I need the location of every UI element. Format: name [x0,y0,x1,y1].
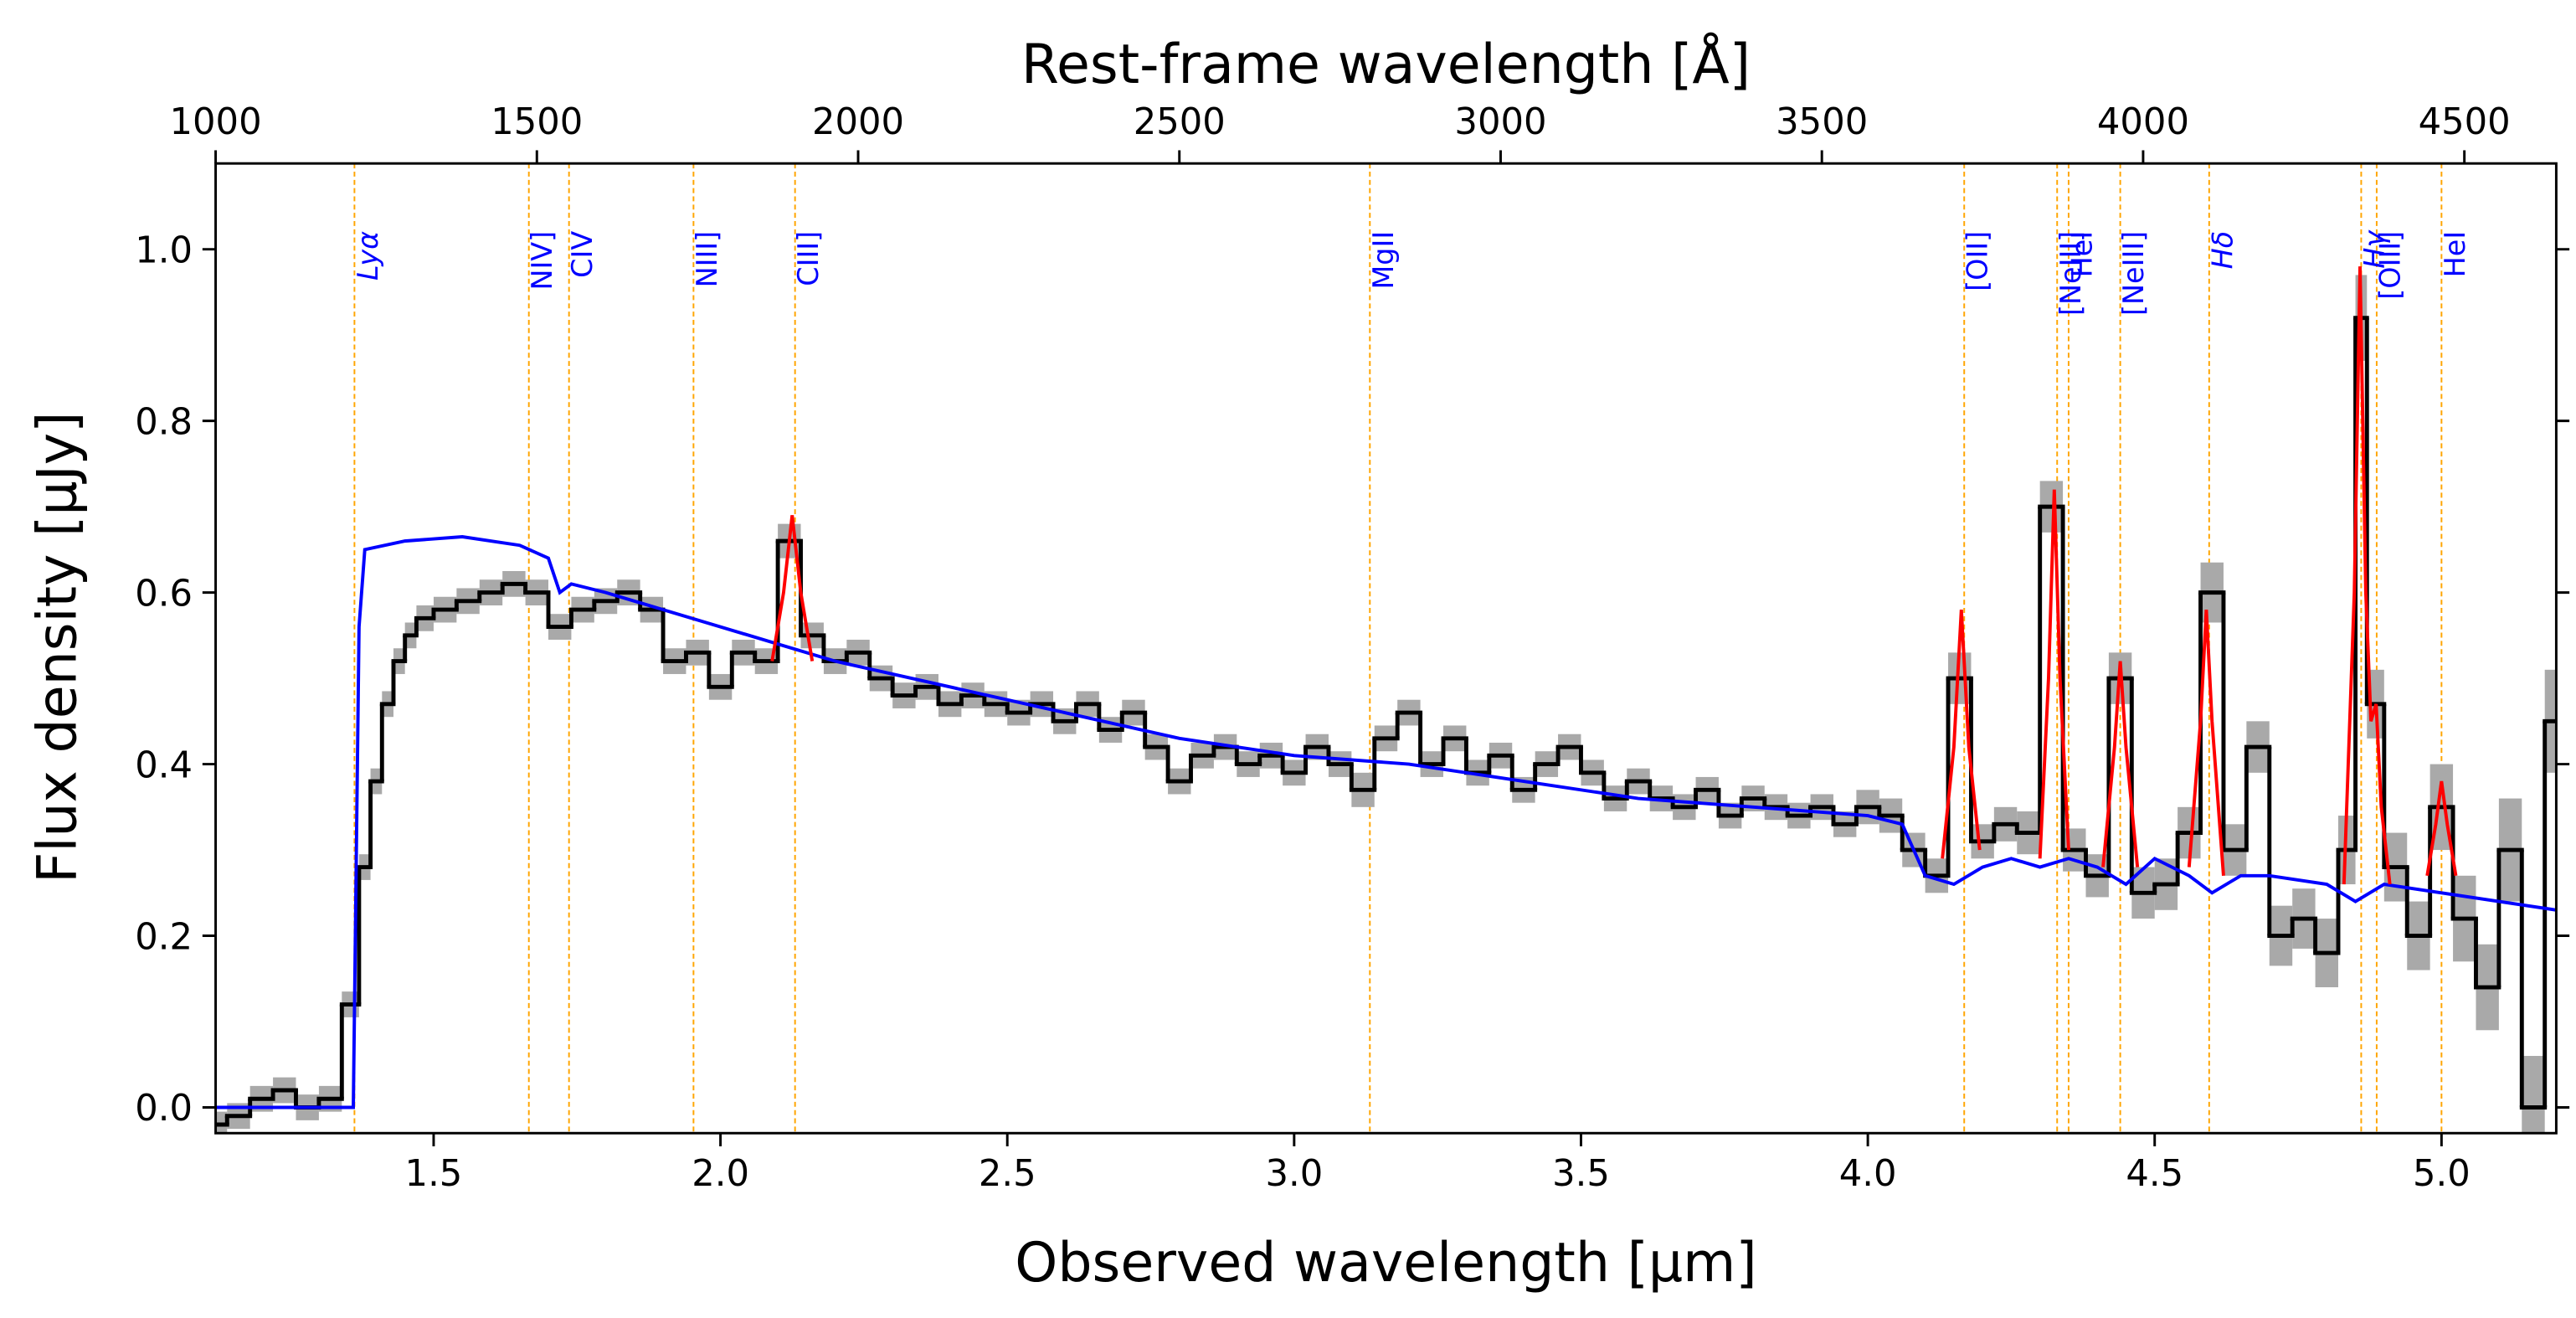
error-band [215,1111,228,1134]
x-tick-label: 2.0 [692,1153,749,1195]
emission-line-label: CIV [566,231,599,278]
x-tick-label: 4.0 [1839,1153,1897,1195]
y-tick-label: 0.6 [135,573,193,615]
line-fit [770,266,2458,885]
top-axis-title: Rest-frame wavelength [Å] [1021,33,1751,96]
emission-line-label: HeI [2065,231,2098,278]
error-band [2522,1056,2545,1134]
plot-area [215,163,2557,1134]
emission-line-label: CIII] [792,231,825,286]
x-tick-label: 5.0 [2413,1153,2471,1195]
emission-line-label: NIII] [691,231,723,288]
emission-line-label: Hδ [2206,231,2239,270]
emission-line-label: [OIII] [2373,231,2406,300]
emission-line-label: NIV] [526,231,558,291]
y-tick-label: 1.0 [135,229,193,271]
top-tick-label: 4000 [2097,101,2189,143]
top-tick-label: 1000 [170,101,262,143]
top-tick-label: 2000 [812,101,904,143]
emission-line-label: Lyα [352,231,384,281]
y-axis-title: Flux density [μJy] [26,412,89,883]
emission-line-label: [NeIII] [2054,231,2087,316]
y-tick-label: 0.2 [135,916,193,958]
emission-line-label: [OII] [1962,231,1994,291]
emission-line-label: MgII [1367,231,1400,290]
x-tick-label: 4.5 [2126,1153,2183,1195]
emission-line-label: Hγ [2358,229,2391,269]
x-tick-label: 3.5 [1552,1153,1610,1195]
y-tick-label: 0.4 [135,744,193,786]
emission-line-label: [NeIII] [2117,231,2150,316]
model-line [215,535,2557,1109]
y-tick-label: 0.8 [135,401,193,443]
x-axis-title: Observed wavelength [μm] [1015,1232,1756,1295]
top-tick-label: 3000 [1454,101,1546,143]
y-tick-label: 0.0 [135,1088,193,1130]
plot-frame [214,162,2558,1135]
top-tick-label: 3500 [1776,101,1868,143]
emission-line-label: HeI [2439,231,2471,278]
x-tick-label: 1.5 [405,1153,463,1195]
top-tick-label: 1500 [491,101,583,143]
top-tick-label: 4500 [2419,101,2511,143]
x-tick-label: 2.5 [979,1153,1036,1195]
top-tick-label: 2500 [1134,101,1226,143]
x-tick-label: 3.0 [1265,1153,1323,1195]
